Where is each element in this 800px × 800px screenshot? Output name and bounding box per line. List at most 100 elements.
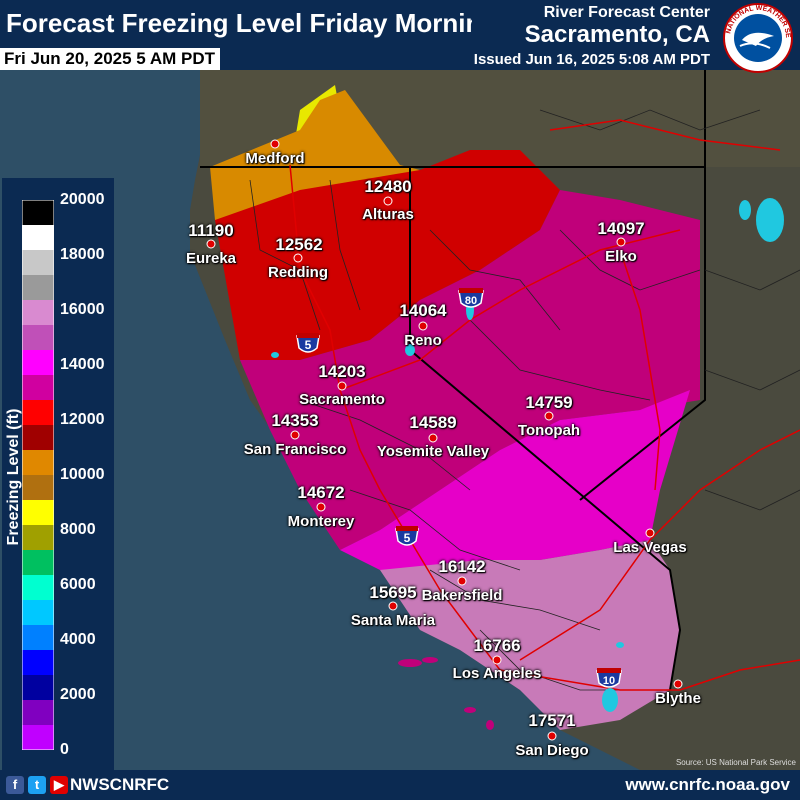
social-handle[interactable]: NWSCNRFC	[70, 775, 170, 794]
city-label-blythe: Blythe	[655, 690, 701, 707]
city-label-redding: Redding	[268, 264, 328, 281]
legend-tick-label: 20000	[60, 191, 105, 208]
interstate-5-north-label: 5	[305, 338, 312, 352]
fz-value-santa-maria: 15695	[369, 583, 417, 602]
city-dot-yosemite-valley[interactable]	[428, 433, 438, 443]
interstate-10-shield-icon: 10	[596, 668, 622, 688]
legend-tick-label: 12000	[60, 411, 105, 428]
city-dot-bakersfield[interactable]	[457, 576, 467, 586]
city-label-santa-maria: Santa Maria	[350, 612, 436, 629]
ca-or-nv-border	[200, 166, 706, 501]
city-label-eureka: Eureka	[185, 250, 237, 267]
red-band	[215, 150, 560, 360]
legend-color-stop	[22, 250, 54, 276]
interstate-5-north-shield-icon: 5	[296, 333, 320, 353]
issued-time: Issued Jun 16, 2025 5:08 AM PDT	[473, 51, 710, 68]
legend-color-stop	[22, 225, 54, 251]
city-dot-monterey[interactable]	[316, 502, 326, 512]
legend-tick-label: 4000	[60, 631, 96, 648]
city-dots	[206, 139, 683, 741]
city-label-elko: Elko	[605, 248, 637, 265]
map-canvas	[0, 70, 800, 770]
city-dot-reno[interactable]	[418, 321, 428, 331]
fz-value-eureka: 11190	[188, 221, 234, 240]
legend-color-stop	[22, 625, 54, 651]
legend-tick-label: 16000	[60, 301, 105, 318]
website-link[interactable]: www.cnrfc.noaa.gov	[625, 775, 790, 794]
fz-value-los-angeles: 16766	[473, 636, 521, 655]
fz-value-elko: 14097	[597, 219, 645, 238]
city-label-san-francisco: San Francisco	[243, 441, 347, 458]
city-dot-redding[interactable]	[293, 253, 303, 263]
city-dot-medford[interactable]	[270, 139, 280, 149]
interstate-5-south-shield-icon: 5	[395, 526, 419, 546]
legend-color-stop	[22, 550, 54, 576]
fz-value-redding: 12562	[275, 235, 323, 254]
fz-value-monterey: 14672	[297, 483, 345, 502]
fz-value-san-diego: 17571	[528, 711, 576, 730]
interstate-10-label: 10	[603, 675, 615, 687]
city-dot-eureka[interactable]	[206, 239, 216, 249]
fz-value-san-francisco: 14353	[271, 411, 319, 430]
legend-color-stop	[22, 525, 54, 551]
city-dot-alturas[interactable]	[383, 196, 393, 206]
header: Forecast Freezing Level Friday Morning F…	[0, 0, 800, 73]
interstate-5-south-label: 5	[404, 531, 411, 545]
legend: 20000 18000 16000 14000 12000 10000 8000 6000 40…	[2, 178, 114, 770]
magenta-dark-band	[240, 190, 700, 550]
youtube-icon[interactable]: ▶	[50, 776, 68, 794]
fz-value-tonopah: 14759	[525, 393, 573, 412]
legend-color-stop	[22, 650, 54, 676]
fz-value-sacramento: 14203	[318, 362, 366, 381]
legend-color-stop	[22, 700, 54, 726]
legend-color-stop	[22, 475, 54, 501]
city-label-alturas: Alturas	[362, 206, 414, 223]
legend-color-stop	[22, 400, 54, 426]
legend-color-stop	[22, 500, 54, 526]
city-dot-santa-maria[interactable]	[388, 601, 398, 611]
city-dot-san-diego[interactable]	[547, 731, 557, 741]
social-links: f t ▶	[6, 776, 68, 794]
ocean-area	[0, 70, 640, 770]
city-label-tonopah: Tonopah	[517, 422, 581, 439]
city-dot-san-francisco[interactable]	[290, 430, 300, 440]
fz-value-yosemite: 14589	[409, 413, 457, 432]
city-dot-tonopah[interactable]	[544, 411, 554, 421]
magenta-band	[340, 390, 690, 570]
legend-color-stop	[22, 450, 54, 476]
city-label-monterey: Monterey	[287, 513, 355, 530]
city-dot-blythe[interactable]	[673, 679, 683, 689]
city-label-reno: Reno	[404, 332, 442, 349]
legend-color-stop	[22, 575, 54, 601]
legend-tick-label: 6000	[60, 576, 96, 593]
city-label-las-vegas: Las Vegas	[613, 539, 687, 556]
legend-tick-label: 14000	[60, 356, 105, 373]
source-credit: Source: US National Park Service	[675, 758, 796, 767]
legend-color-stop	[22, 375, 54, 401]
city-label-san-diego: San Diego	[515, 742, 589, 759]
city-dot-sacramento[interactable]	[337, 381, 347, 391]
fz-value-reno: 14064	[399, 301, 447, 320]
valid-time: Fri Jun 20, 2025 5 AM PDT	[0, 48, 220, 70]
channel-islands	[398, 657, 494, 730]
facebook-icon[interactable]: f	[6, 776, 24, 794]
legend-color-stop	[22, 300, 54, 326]
legend-color-stop	[22, 675, 54, 701]
center-name: River Forecast Center	[543, 4, 710, 21]
legend-color-stop	[22, 600, 54, 626]
legend-tick-label: 0	[60, 741, 69, 758]
twitter-icon[interactable]: t	[28, 776, 46, 794]
legend-color-stop	[22, 425, 54, 451]
legend-tick-label: 10000	[60, 466, 105, 483]
city-dot-elko[interactable]	[616, 237, 626, 247]
office-name: Sacramento, CA	[524, 21, 710, 48]
interstate-80-label: 80	[465, 295, 477, 307]
fz-value-alturas: 12480	[364, 177, 412, 196]
map-area[interactable]: Medford 12480 Alturas 11190 Eureka 12562…	[0, 70, 800, 770]
nws-logo-icon[interactable]: NATIONAL WEATHER SERVICE	[722, 2, 794, 74]
city-dot-las-vegas[interactable]	[645, 528, 655, 538]
city-dot-los-angeles[interactable]	[492, 655, 502, 665]
legend-colorbar	[22, 200, 54, 750]
city-label-medford: Medford	[245, 150, 305, 167]
city-label-bakersfield: Bakersfield	[421, 587, 503, 604]
